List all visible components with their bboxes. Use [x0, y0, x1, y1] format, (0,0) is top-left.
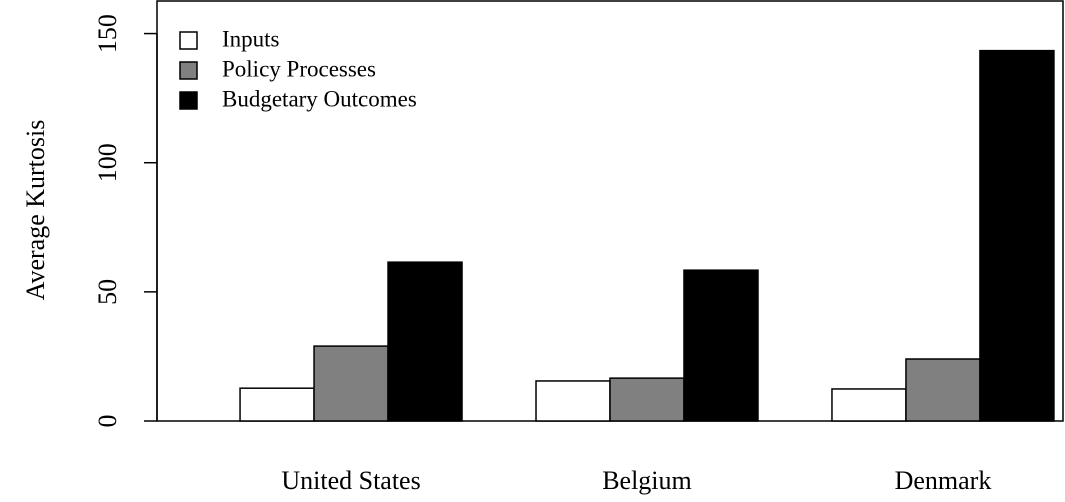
- bar: [313, 345, 389, 422]
- legend-label: Inputs: [222, 26, 280, 51]
- y-tick-label: 0: [93, 415, 122, 428]
- y-tick-label: 100: [93, 143, 122, 182]
- x-tick-label: Belgium: [602, 466, 692, 495]
- y-tick-label: 150: [93, 14, 122, 53]
- legend-swatch: [179, 61, 198, 80]
- x-tick-label: Denmark: [895, 466, 992, 495]
- bar: [831, 388, 907, 422]
- bar: [535, 380, 611, 422]
- bar: [905, 358, 981, 422]
- bar: [979, 49, 1055, 422]
- bar: [239, 387, 315, 422]
- legend-label: Budgetary Outcomes: [222, 86, 417, 111]
- y-axis-label: Average Kurtosis: [21, 120, 50, 301]
- bar: [387, 261, 463, 422]
- legend-label: Policy Processes: [222, 56, 376, 81]
- y-tick-label: 50: [93, 279, 122, 305]
- x-tick-label: United States: [281, 466, 420, 495]
- legend-swatch: [179, 31, 198, 50]
- bar: [683, 269, 759, 422]
- bar: [609, 377, 685, 422]
- legend-swatch: [179, 91, 198, 110]
